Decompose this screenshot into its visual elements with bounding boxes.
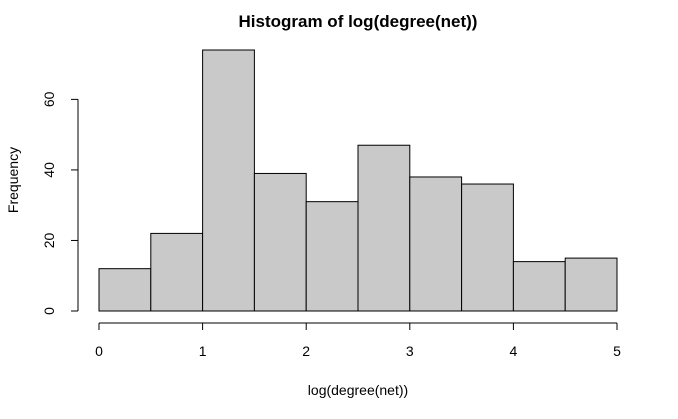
histogram-bar xyxy=(564,257,618,312)
y-axis-label: Frequency xyxy=(5,147,21,213)
x-axis-label: log(degree(net)) xyxy=(308,382,408,398)
histogram-bar xyxy=(409,176,463,312)
y-tick-label: 20 xyxy=(41,232,57,248)
x-tick-label: 0 xyxy=(95,343,103,359)
histogram-bar xyxy=(253,172,307,312)
histogram-bar xyxy=(150,232,204,312)
histogram-bar xyxy=(202,49,255,312)
y-tick-label: 0 xyxy=(41,307,57,315)
y-axis: 0 20 40 60 xyxy=(41,91,79,315)
x-tick-label: 4 xyxy=(510,343,518,359)
histogram-bar xyxy=(98,268,152,312)
x-tick-label: 5 xyxy=(613,343,621,359)
x-tick-label: 3 xyxy=(406,343,414,359)
bars xyxy=(98,49,618,312)
chart-title: Histogram of log(degree(net)) xyxy=(239,12,478,31)
y-tick-label: 60 xyxy=(41,91,57,107)
y-tick-label: 40 xyxy=(41,162,57,178)
histogram-bar xyxy=(357,144,411,312)
x-tick-label: 2 xyxy=(302,343,310,359)
x-tick-label: 1 xyxy=(199,343,207,359)
histogram-bar xyxy=(305,201,359,312)
histogram-bar xyxy=(461,183,514,312)
x-axis: 0 1 2 3 4 5 xyxy=(95,322,621,359)
histogram-bar xyxy=(512,261,566,312)
